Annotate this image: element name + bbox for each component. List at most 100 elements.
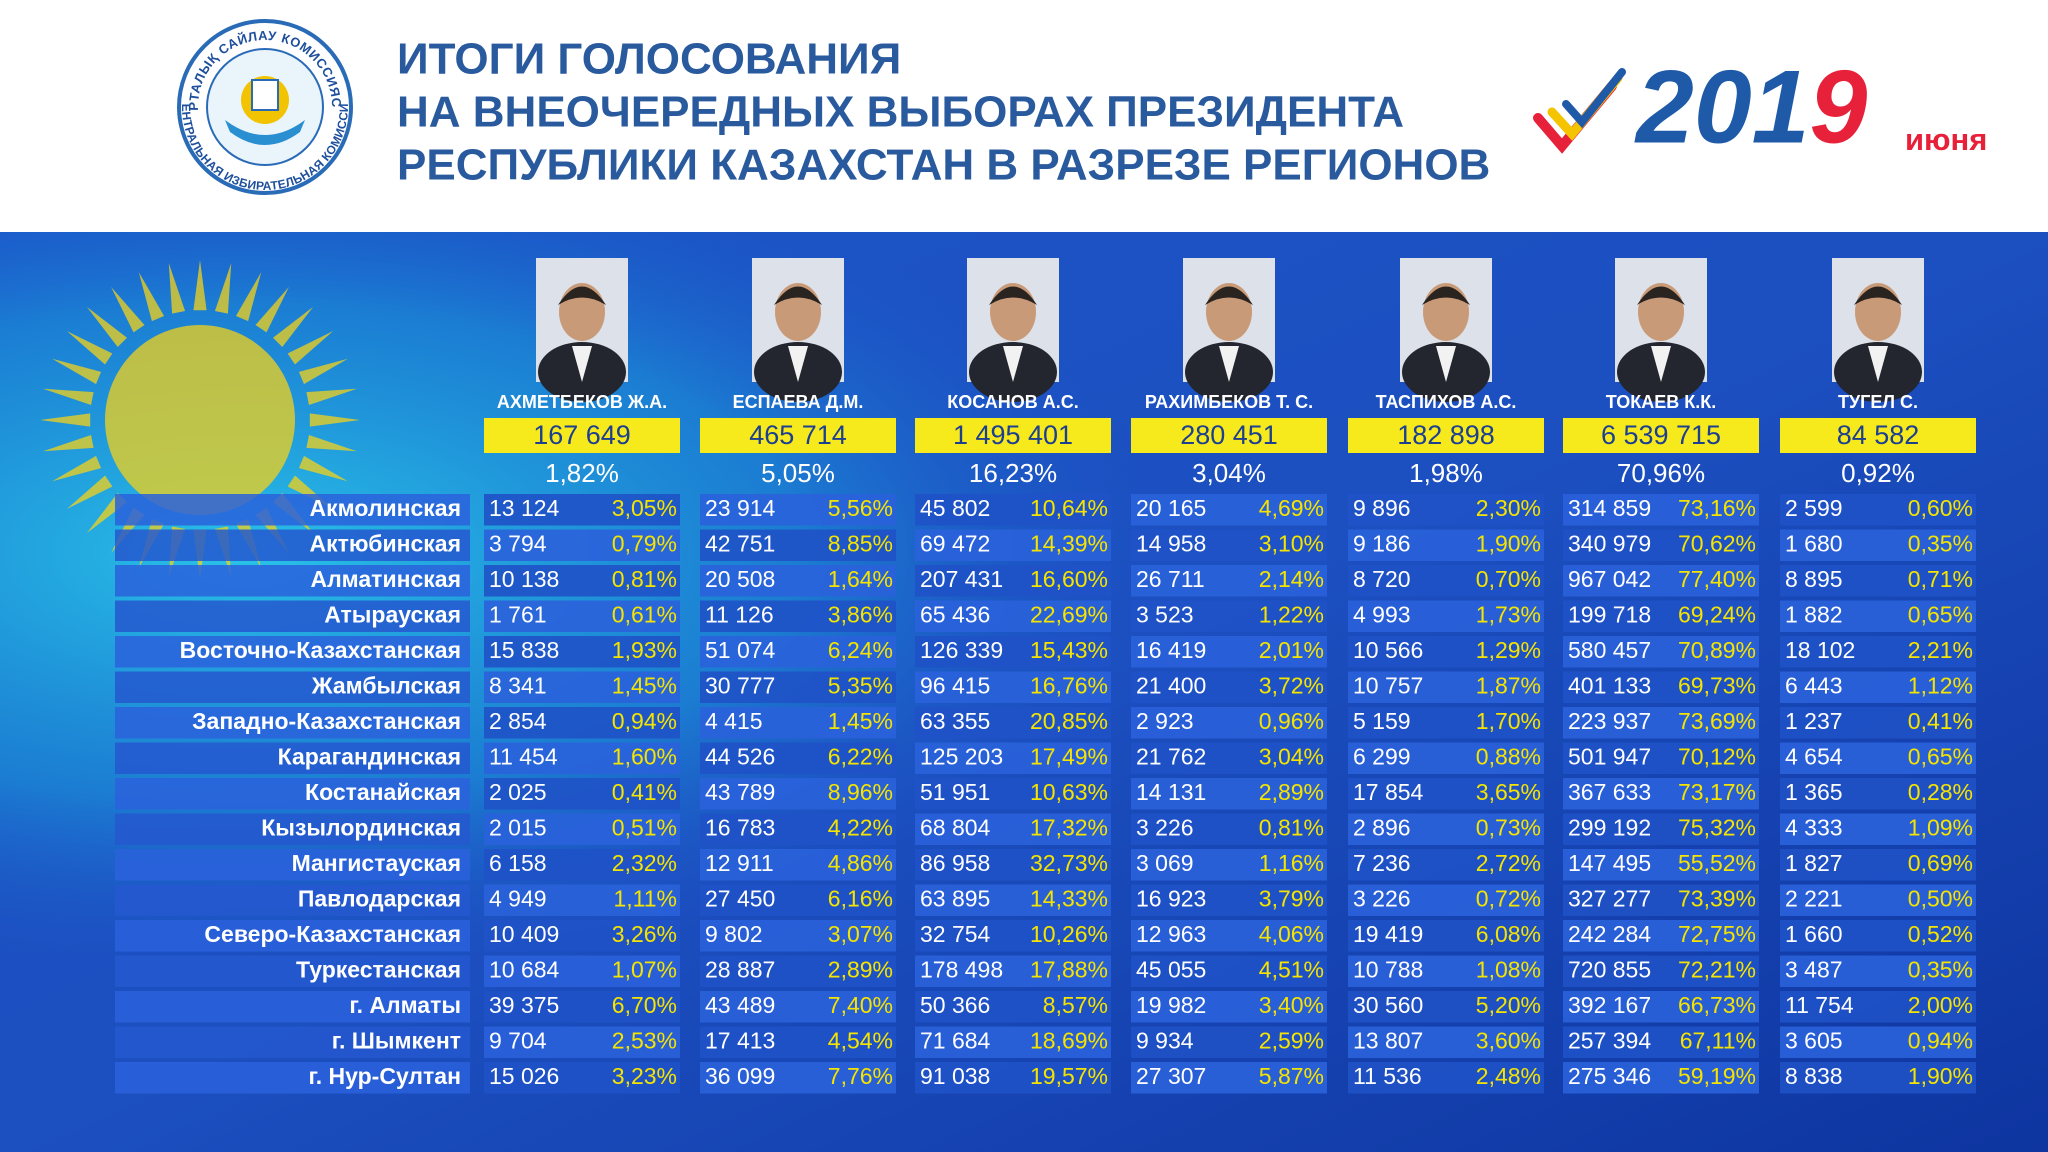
cell-percent: 6,22% (828, 743, 893, 769)
photo-hair (1637, 286, 1685, 305)
cell-percent: 8,96% (828, 779, 893, 805)
candidate-name: КОСАНОВ А.С. (947, 392, 1079, 412)
cell-votes: 1 827 (1785, 850, 1843, 876)
cell-percent: 2,32% (612, 850, 677, 876)
cell-votes: 10 138 (489, 566, 559, 592)
cell-percent: 22,69% (1030, 601, 1108, 627)
candidate-votes: 6 539 715 (1601, 420, 1721, 450)
cell-band (484, 778, 680, 810)
candidate-photo (752, 258, 844, 402)
cell-votes: 501 947 (1568, 743, 1651, 769)
cell-percent: 69,73% (1678, 672, 1756, 698)
cell-band (1348, 707, 1544, 739)
region-band (115, 991, 470, 1023)
cell-votes: 4 993 (1353, 601, 1411, 627)
region-name: Павлодарская (298, 885, 461, 911)
cell-votes: 9 896 (1353, 495, 1411, 521)
cell-votes: 17 854 (1353, 779, 1424, 805)
cell-votes: 8 341 (489, 672, 547, 698)
cell-votes: 45 802 (920, 495, 990, 521)
cell-percent: 2,14% (1259, 566, 1324, 592)
cell-band (1563, 955, 1759, 987)
candidate-photo (1400, 258, 1492, 402)
title-line: РЕСПУБЛИКИ КАЗАХСТАН В РАЗРЕЗЕ РЕГИОНОВ (397, 141, 1490, 190)
cell-votes: 1 882 (1785, 601, 1843, 627)
cell-percent: 1,87% (1476, 672, 1541, 698)
cell-votes: 63 355 (920, 708, 990, 734)
sun-ray (306, 434, 357, 452)
sun-ray (272, 306, 314, 348)
candidate-percent: 3,04% (1192, 458, 1266, 488)
cell-band (915, 813, 1111, 845)
sun-ray (66, 331, 113, 365)
cell-percent: 0,51% (612, 814, 677, 840)
photo-shirt (1436, 346, 1456, 382)
cell-votes: 26 711 (1136, 566, 1205, 592)
cell-band (1348, 494, 1544, 526)
region-band (115, 671, 470, 703)
cell-band (1563, 636, 1759, 668)
cell-band (915, 636, 1111, 668)
cell-band (484, 813, 680, 845)
cell-votes: 2 923 (1136, 708, 1194, 734)
cell-percent: 72,21% (1678, 956, 1756, 982)
photo-hair (989, 286, 1037, 305)
cell-votes: 392 167 (1568, 992, 1651, 1018)
cell-votes: 3 226 (1353, 885, 1411, 911)
cell-band (1780, 494, 1976, 526)
cell-band (484, 849, 680, 881)
cell-votes: 967 042 (1568, 566, 1651, 592)
cell-band (1348, 884, 1544, 916)
cell-percent: 17,32% (1030, 814, 1108, 840)
cell-percent: 10,26% (1030, 921, 1108, 947)
cell-votes: 19 419 (1353, 921, 1423, 947)
sun-ray (309, 413, 360, 427)
cell-band (700, 813, 896, 845)
cell-band (1780, 920, 1976, 952)
region-band (115, 742, 470, 774)
cell-percent: 0,41% (1908, 708, 1973, 734)
cell-percent: 2,59% (1259, 1027, 1324, 1053)
sun-disc (105, 325, 295, 515)
candidate-votes: 182 898 (1397, 420, 1495, 450)
region-band (115, 849, 470, 881)
cell-votes: 4 654 (1785, 743, 1843, 769)
cell-percent: 0,50% (1908, 885, 1973, 911)
cell-percent: 6,24% (828, 637, 893, 663)
cell-band (915, 529, 1111, 561)
cell-band (1563, 742, 1759, 774)
cell-votes: 125 203 (920, 743, 1003, 769)
cell-percent: 4,51% (1259, 956, 1324, 982)
cell-votes: 39 375 (489, 992, 559, 1018)
region-band (115, 920, 470, 952)
cell-percent: 0,94% (612, 708, 677, 734)
cell-band (915, 991, 1111, 1023)
cell-band (1563, 707, 1759, 739)
cell-percent: 67,11% (1680, 1027, 1756, 1053)
cell-band (1348, 778, 1544, 810)
cell-votes: 178 498 (920, 956, 1003, 982)
cell-percent: 15,43% (1030, 637, 1108, 663)
cell-percent: 1,60% (612, 743, 677, 769)
cell-percent: 3,10% (1259, 530, 1324, 556)
candidate-name: АХМЕТБЕКОВ Ж.А. (497, 392, 667, 412)
cell-percent: 1,16% (1259, 850, 1324, 876)
candidate-name: РАХИМБЕКОВ Т. С. (1145, 392, 1313, 412)
cell-votes: 9 802 (705, 921, 763, 947)
cell-band (1780, 1062, 1976, 1094)
cell-votes: 17 413 (705, 1027, 775, 1053)
cell-percent: 16,60% (1030, 566, 1108, 592)
photo-hair (1422, 286, 1470, 305)
cell-band (700, 529, 896, 561)
cell-percent: 2,00% (1908, 992, 1973, 1018)
cell-percent: 66,73% (1678, 992, 1756, 1018)
cell-votes: 126 339 (920, 637, 1003, 663)
cell-votes: 45 055 (1136, 956, 1206, 982)
cell-votes: 11 454 (489, 743, 558, 769)
cell-percent: 70,12% (1678, 743, 1756, 769)
cell-percent: 2,01% (1259, 637, 1324, 663)
sun-ray (298, 455, 348, 482)
candidate-percent: 1,82% (545, 458, 619, 488)
cell-votes: 96 415 (920, 672, 990, 698)
